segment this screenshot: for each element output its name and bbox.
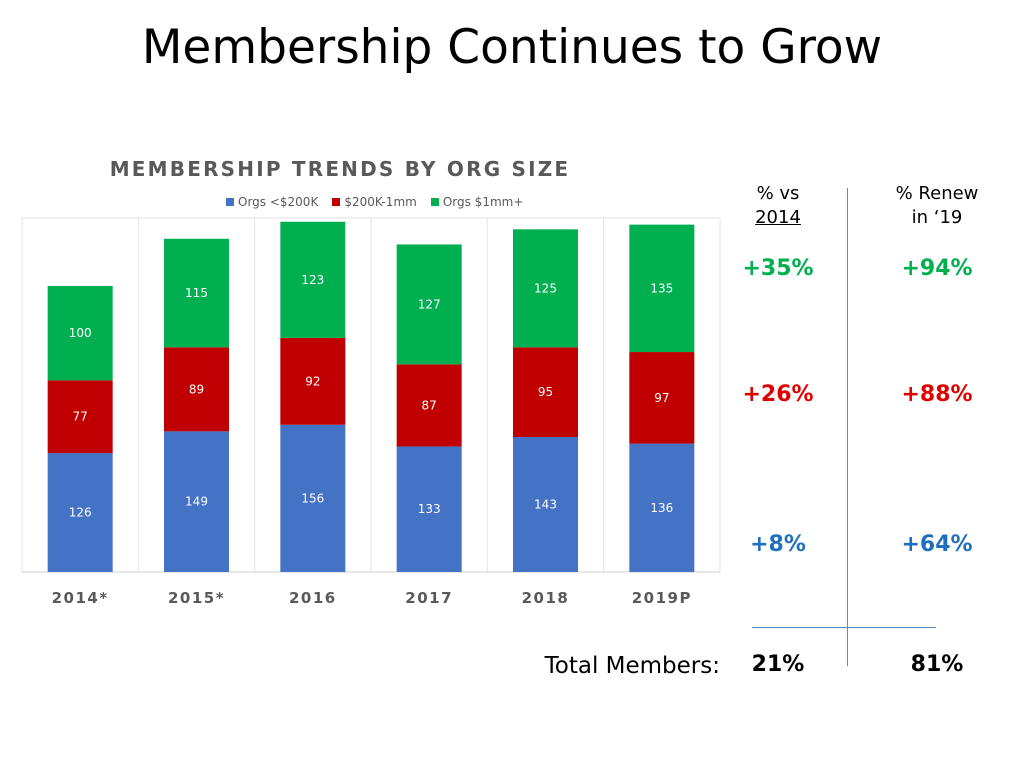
legend-item-large-orgs: Orgs $1mm+ [430,195,524,209]
pct-vs2014-large-orgs: +35% [742,256,814,281]
legend-item-mid-orgs: $200K-1mm [332,195,417,209]
data-label-large-orgs-5: 135 [650,281,673,295]
stacked-bar-chart: 126 77 100 2014* 149 89 115 2015* 156 92 123 2016 13… [21,217,721,607]
x-tick-label-5: 2019P [632,589,692,607]
legend-swatch-mid-orgs [332,198,341,206]
bar-mid-orgs-0 [47,380,113,454]
bar-large-orgs-4 [513,229,578,348]
legend-item-small-orgs: Orgs <$200K [226,195,318,209]
data-label-mid-orgs-2: 92 [305,374,320,388]
pct-renew-mid-orgs: +88% [901,382,973,407]
data-label-small-orgs-4: 143 [534,498,557,512]
data-label-large-orgs-0: 100 [69,326,92,340]
total-members-label: Total Members: [544,653,720,679]
header-vs-2014: % vs 2014 [728,182,828,230]
x-tick-label-3: 2017 [405,589,453,607]
bar-mid-orgs-2 [280,337,346,425]
chart-legend: Orgs <$200K $200K-1mm Orgs $1mm+ [226,193,523,211]
bar-large-orgs-3 [396,244,462,365]
summary-horizontal-divider [752,627,936,628]
legend-label-mid-orgs: $200K-1mm [344,195,417,209]
header-renew-line2: in ‘19 [911,207,963,228]
data-label-large-orgs-2: 123 [301,273,324,287]
bar-large-orgs-0 [47,285,113,381]
bar-large-orgs-1 [164,238,229,348]
data-label-mid-orgs-3: 87 [422,398,437,412]
header-renew-line1: % Renew [895,183,979,204]
bar-large-orgs-5 [629,224,695,353]
data-label-small-orgs-2: 156 [301,491,324,505]
bar-small-orgs-3 [396,446,462,572]
data-label-large-orgs-1: 115 [185,286,208,300]
bar-mid-orgs-3 [396,364,462,447]
data-label-large-orgs-3: 127 [418,297,441,311]
bar-mid-orgs-4 [513,347,578,438]
x-tick-label-0: 2014* [52,589,109,607]
bar-small-orgs-0 [47,453,113,572]
header-vs-2014-line2: 2014 [755,207,801,228]
total-vs2014-value: 21% [751,652,805,677]
data-label-small-orgs-1: 149 [185,495,208,509]
header-renew-2019: % Renew in ‘19 [877,182,997,230]
pct-vs2014-small-orgs: +8% [750,532,806,557]
summary-vertical-divider [847,188,848,666]
data-label-mid-orgs-1: 89 [189,382,204,396]
data-label-large-orgs-4: 125 [534,281,557,295]
legend-swatch-small-orgs [226,198,234,206]
legend-label-small-orgs: Orgs <$200K [238,195,319,209]
data-label-small-orgs-3: 133 [418,502,441,516]
chart-title: MEMBERSHIP TRENDS BY ORG SIZE [109,157,571,181]
bar-small-orgs-4 [513,437,578,572]
legend-label-large-orgs: Orgs $1mm+ [442,195,524,209]
bar-mid-orgs-5 [629,352,695,444]
pct-renew-small-orgs: +64% [901,532,973,557]
data-label-mid-orgs-4: 95 [538,385,553,399]
pct-renew-large-orgs: +94% [901,256,973,281]
bar-small-orgs-5 [629,443,695,572]
slide-title: Membership Continues to Grow [141,20,883,75]
total-renew-value: 81% [910,652,964,677]
bar-mid-orgs-1 [164,347,229,432]
data-label-small-orgs-5: 136 [650,501,673,515]
x-tick-label-2: 2016 [289,589,337,607]
data-label-mid-orgs-0: 77 [73,410,88,424]
x-tick-label-1: 2015* [168,589,225,607]
bar-large-orgs-2 [280,221,346,338]
data-label-mid-orgs-5: 97 [654,391,669,405]
bar-small-orgs-2 [280,424,346,572]
legend-swatch-large-orgs [430,198,439,206]
pct-vs2014-mid-orgs: +26% [742,382,814,407]
header-vs-2014-line1: % vs [756,183,800,204]
data-label-small-orgs-0: 126 [69,506,92,520]
bar-small-orgs-1 [164,431,229,572]
x-tick-label-4: 2018 [522,589,570,607]
